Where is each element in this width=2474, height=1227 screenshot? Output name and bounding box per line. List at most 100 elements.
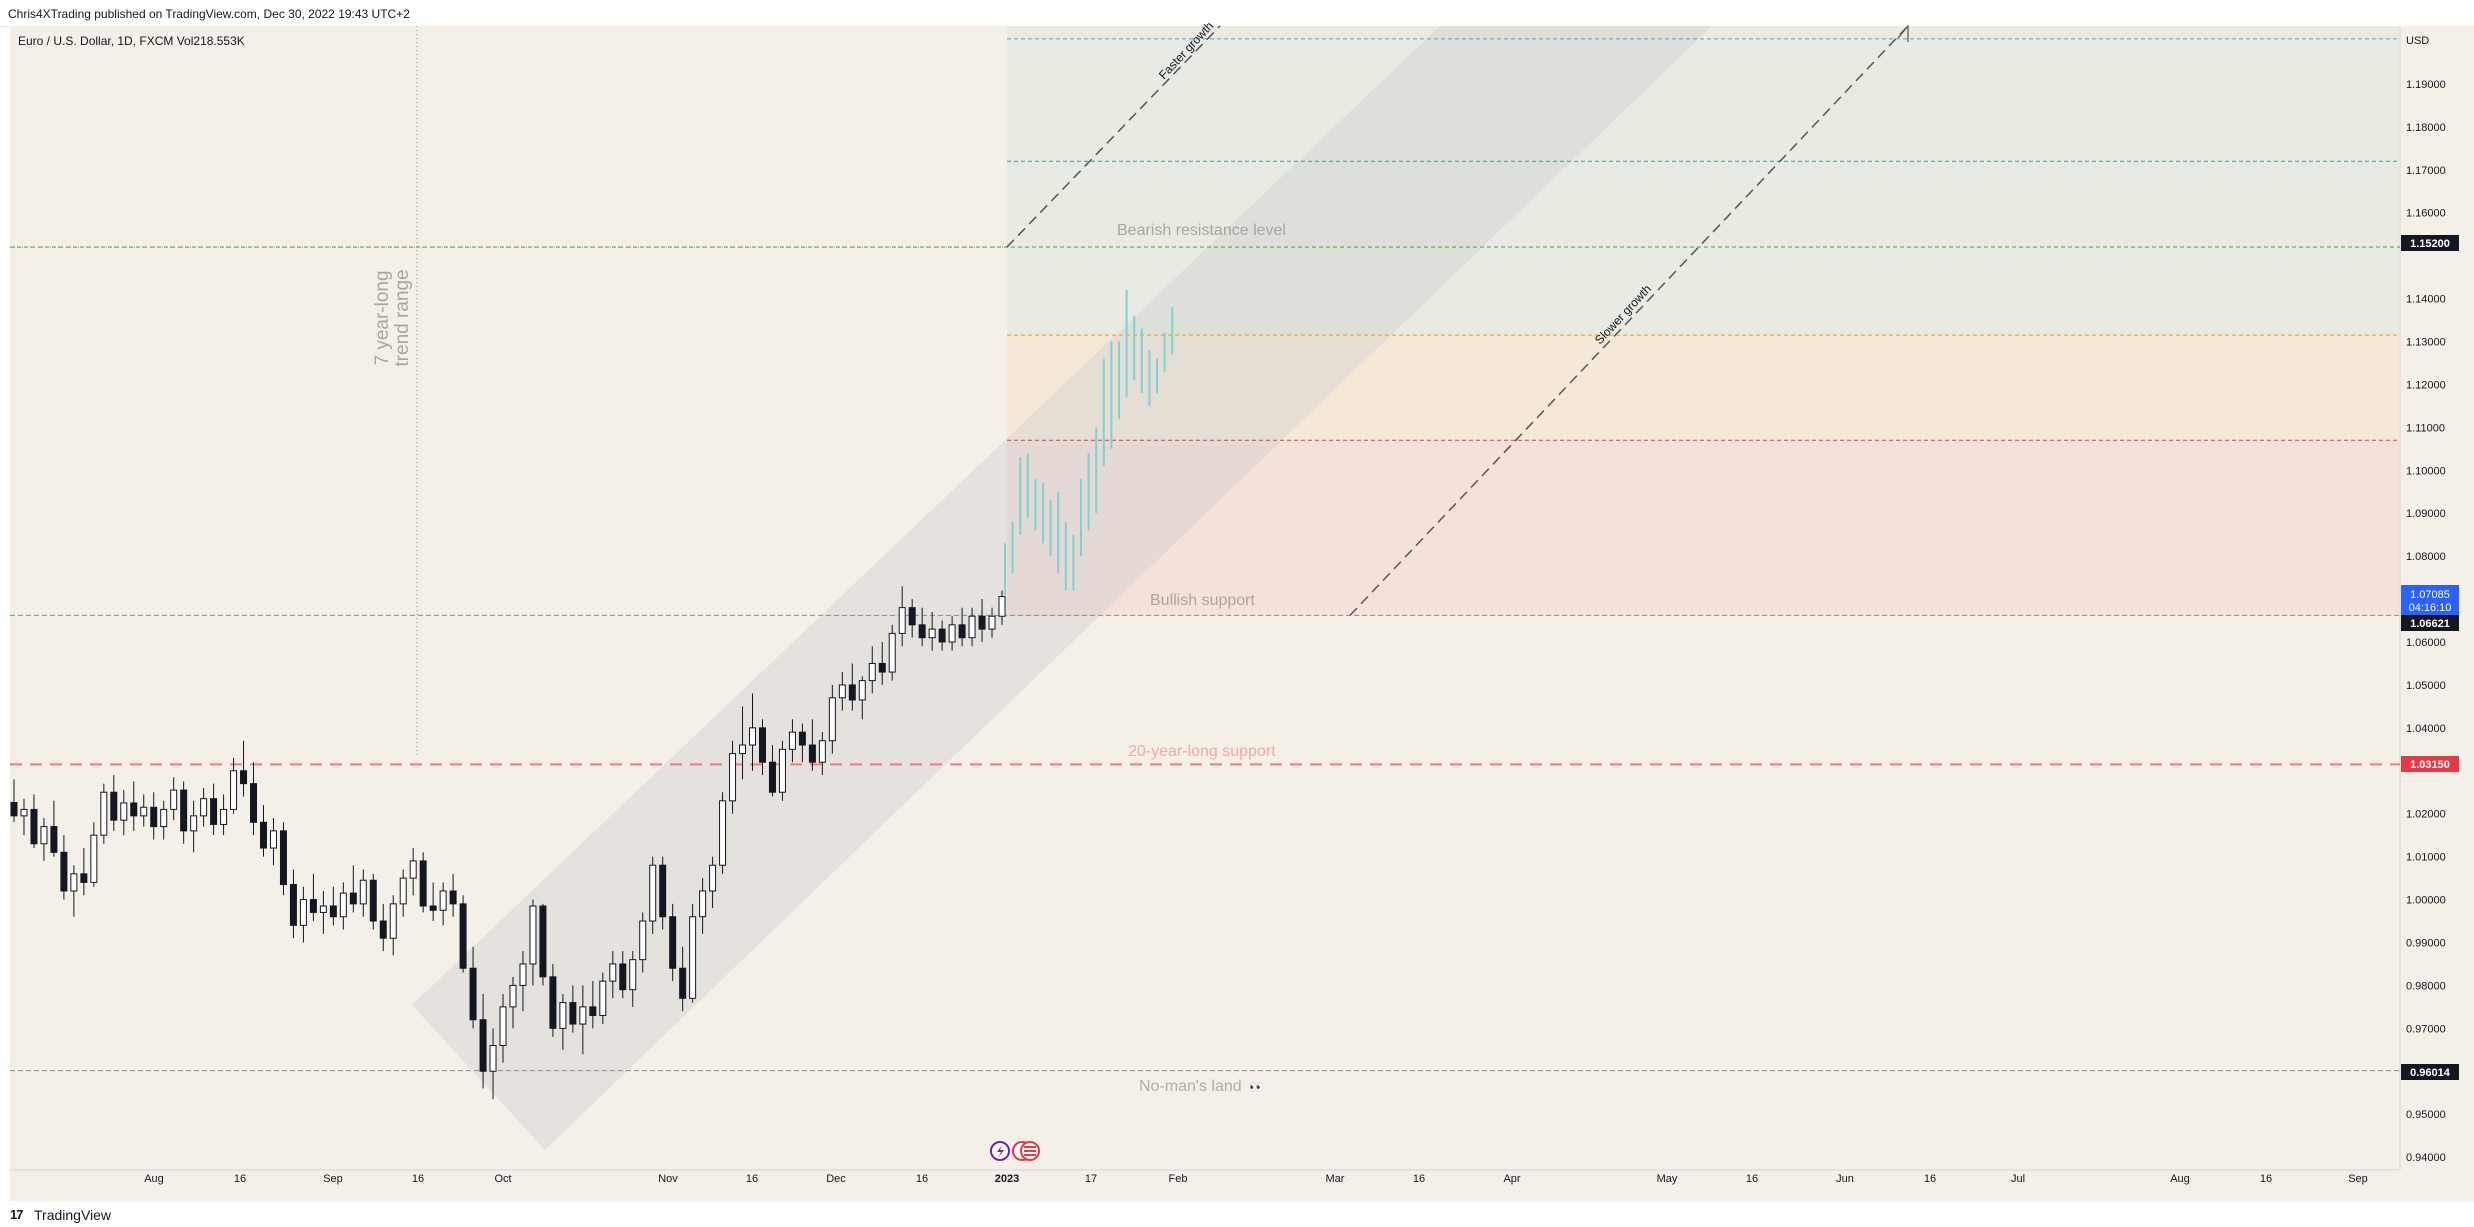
candle-body [160,808,168,828]
current-price-badge: 1.07085 04:16:10 [2401,585,2459,615]
candle-body [150,806,158,828]
price-tick-label: 1.13000 [2406,337,2446,349]
candle-body [210,798,218,825]
candle-body [409,860,417,879]
candle-body [449,890,457,905]
svg-text:0.96014: 0.96014 [2410,1067,2451,1079]
candle-body [349,892,357,905]
candle-body [968,615,976,639]
faster-growth-line [1006,25,1221,248]
candle-body [190,815,198,832]
candle-body [629,959,637,991]
candle-body [868,662,876,682]
candle-body [399,877,407,905]
svg-text:1.03150: 1.03150 [2410,759,2450,771]
resistance-price-badge: 1.15200 [2401,235,2459,251]
candle-body [259,821,267,849]
bullish-support-label: Bullish support [1150,592,1256,609]
candle-body [279,830,287,886]
candle-body [429,905,437,911]
candle-body [579,1006,587,1025]
candle-body [90,834,98,883]
price-tick-label: 1.12000 [2406,379,2446,391]
candle-body [50,826,58,853]
time-tick-label: 16 [1413,1173,1425,1185]
svg-text:1.06621: 1.06621 [2410,618,2450,630]
bullish-support-price-badge: 1.06621 [2401,615,2459,631]
candle-body [848,684,856,701]
time-tick-label: 16 [746,1173,758,1185]
candle-body [529,905,537,965]
candle-body [20,808,28,817]
zone-red [1007,440,2400,616]
candle-body [439,890,447,911]
price-tick-label: 1.19000 [2406,79,2446,91]
candle-body [40,826,48,845]
zone-orange [1007,335,2400,441]
trend-range-line1: 7 year-long [372,270,393,365]
candle-body [808,744,816,763]
us-flag-stripes-icon [1024,1146,1036,1148]
time-tick-label: Jun [1836,1173,1854,1185]
candle-body [180,789,188,832]
svg-text:1.15200: 1.15200 [2410,238,2450,250]
currency-label: USD [2406,35,2429,47]
candle-body [679,967,687,999]
candle-body [589,1006,597,1016]
candle-body [948,624,956,643]
candle-body [739,744,747,755]
candle-body [339,892,347,918]
price-tick-label: 1.00000 [2406,895,2446,907]
candle-body [888,632,896,673]
candle-body [10,802,18,817]
candle-body [988,615,996,630]
candle-body [599,980,607,1016]
price-axis-ticks: 1.19000 1.18000 1.17000 1.16000 1.14000 1.130… [2406,79,2446,1164]
price-tick-label: 0.98000 [2406,980,2446,992]
candle-body [479,1019,487,1072]
candle-body [70,873,78,892]
no-mans-land-price-badge: 0.96014 [2401,1064,2459,1080]
time-tick-label: 16 [1746,1173,1758,1185]
price-tick-label: 1.01000 [2406,852,2446,864]
candle-body [749,727,757,746]
slower-growth-arrowhead [1897,24,1909,42]
no-mans-land-label: No-man's land [1139,1078,1242,1095]
symbol-title: Euro / U.S. Dollar, 1D, FXCM Vol218.553K [18,34,245,48]
time-tick-label: 16 [2260,1173,2272,1185]
candle-body [908,607,916,626]
growth-channel [412,26,1712,1150]
candle-body [489,1045,497,1072]
eyes-emoji: 👀 [1249,1080,1264,1094]
time-axis-background [10,1170,2474,1201]
candle-body [719,800,727,866]
tradingview-logo: 17 [10,1207,24,1222]
time-tick-label: Feb [1169,1173,1188,1185]
time-tick-label: 16 [1924,1173,1936,1185]
candle-body [369,879,377,922]
candle-body [569,1002,577,1025]
time-tick-label: 2023 [995,1173,1019,1185]
candle-body [200,798,208,817]
candle-body [289,884,297,926]
candle-body [689,916,697,999]
candle-body [30,808,38,845]
candle-body [519,963,527,986]
time-tick-label: Sep [2348,1173,2368,1185]
candle-body [878,662,886,673]
horizontal-levels [10,26,2400,1072]
candle-body [938,628,946,643]
candle-body [998,595,1006,617]
candle-body [319,905,327,913]
candle-body [459,903,467,969]
candle-body [299,899,307,926]
event-icons[interactable] [990,1141,1040,1161]
tradingview-brand: TradingView [34,1207,112,1223]
candle-body [928,628,936,639]
candle-body [559,1002,567,1029]
candle-body [359,879,367,905]
candle-body [140,806,148,817]
candle-body [110,791,118,821]
candle-body [858,680,866,701]
